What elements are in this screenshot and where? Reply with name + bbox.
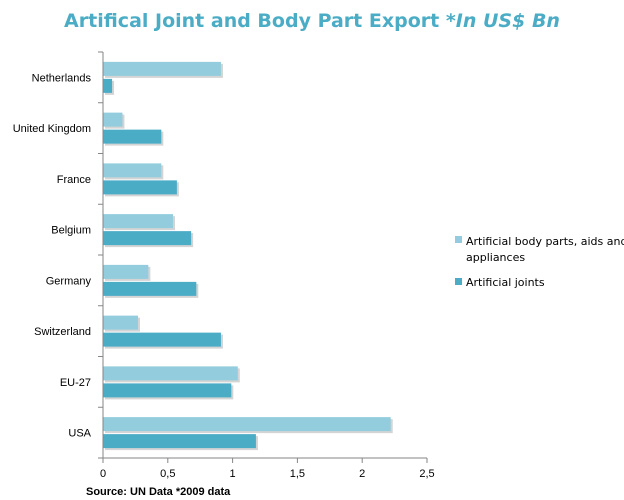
bar-eu-27-joints-fill: [103, 383, 232, 398]
x-tick-label: 0: [100, 468, 106, 480]
category-label-usa: USA: [68, 428, 91, 440]
category-label-germany: Germany: [46, 275, 92, 287]
category-label-netherlands: Netherlands: [32, 72, 92, 84]
bar-switzerland-joints-fill: [103, 332, 221, 347]
bar-usa-joints-fill: [103, 434, 256, 449]
bar-usa-body-parts: [103, 417, 393, 434]
category-label-eu-27: EU-27: [60, 377, 91, 389]
category-label-united-kingdom: United Kingdom: [13, 123, 91, 135]
bar-france-joints: [103, 180, 179, 197]
bar-belgium-body-parts-fill: [103, 214, 173, 229]
bar-belgium-joints: [103, 231, 194, 248]
x-tick-label: 2: [359, 468, 365, 480]
x-tick-label: 1: [230, 468, 236, 480]
bar-united-kingdom-body-parts-fill: [103, 112, 123, 127]
bar-united-kingdom-joints-fill: [103, 129, 162, 144]
bar-switzerland-joints: [103, 332, 223, 349]
legend-label: Artificial joints: [466, 276, 545, 289]
category-label-france: France: [57, 174, 91, 186]
bar-belgium-joints-fill: [103, 231, 192, 246]
bar-eu-27-joints: [103, 383, 234, 400]
x-tick-label: 1,5: [290, 468, 305, 480]
category-label-switzerland: Switzerland: [34, 326, 91, 338]
legend-label: Artificial body parts, aids and appliance…: [466, 235, 624, 264]
bar-france-body-parts-fill: [103, 163, 162, 178]
source-note: Source: UN Data *2009 data: [86, 486, 231, 498]
bar-netherlands-joints: [103, 78, 115, 95]
legend-item-joints: Artificial joints: [455, 276, 545, 289]
bar-usa-joints: [103, 434, 258, 451]
bar-usa-body-parts-fill: [103, 417, 391, 432]
x-tick-label: 0,5: [160, 468, 175, 480]
bar-germany-joints: [103, 281, 199, 298]
x-tick-label: 2,5: [419, 468, 434, 480]
bar-netherlands-body-parts: [103, 61, 223, 78]
category-label-belgium: Belgium: [51, 225, 91, 237]
bar-netherlands-body-parts-fill: [103, 61, 221, 76]
bar-netherlands-joints-fill: [103, 78, 113, 93]
bar-eu-27-body-parts-fill: [103, 366, 238, 381]
bar-germany-body-parts: [103, 264, 151, 281]
bar-eu-27-body-parts: [103, 366, 240, 383]
legend-item-body-parts: Artificial body parts, aids and appliance…: [455, 235, 624, 264]
legend-swatch: [455, 278, 462, 285]
chart-title-main: Artifical Joint and Body Part Export: [64, 10, 440, 32]
chart-title-unit: *In US$ Bn: [445, 10, 560, 32]
bar-germany-body-parts-fill: [103, 264, 149, 279]
bar-united-kingdom-body-parts: [103, 112, 125, 129]
bar-switzerland-body-parts-fill: [103, 315, 138, 330]
bar-france-body-parts: [103, 163, 164, 180]
legend: Artificial body parts, aids and appliance…: [455, 235, 624, 289]
legend-swatch: [455, 236, 462, 243]
bar-germany-joints-fill: [103, 281, 197, 296]
bar-france-joints-fill: [103, 180, 177, 195]
x-axis-ticks: 0 0,5 1 1,5 2 2,5: [100, 458, 435, 480]
bar-united-kingdom-joints: [103, 129, 164, 146]
category-labels: Netherlands United Kingdom France Belgium Ge…: [13, 72, 92, 439]
chart-title: Artifical Joint and Body Part Export *In…: [0, 10, 624, 32]
bar-switzerland-body-parts: [103, 315, 140, 332]
axes: [98, 51, 427, 459]
bar-belgium-body-parts: [103, 214, 175, 231]
bars: [103, 61, 393, 451]
